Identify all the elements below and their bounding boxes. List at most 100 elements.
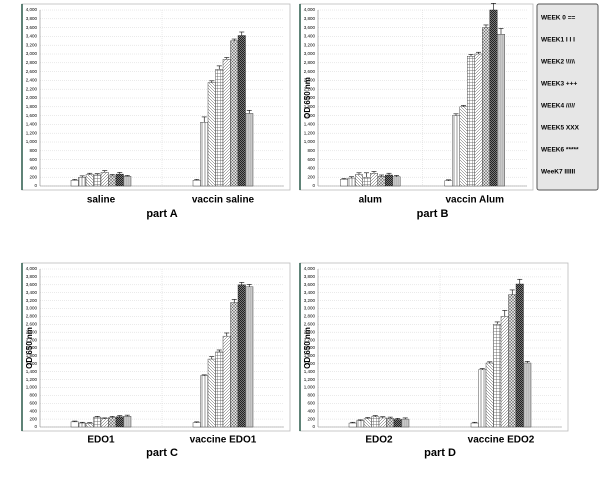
bar-hatch	[193, 422, 201, 427]
bar-hatch	[108, 175, 116, 186]
y-tick-label: 0	[34, 183, 37, 188]
bar-hatch	[123, 416, 131, 427]
legend-entry: WEEK4 /////	[541, 103, 575, 110]
y-tick-label: 1,400	[26, 369, 38, 374]
caption: part C	[146, 447, 178, 459]
bar-hatch	[482, 27, 490, 186]
bar-hatch	[444, 180, 453, 186]
bar-hatch	[86, 174, 94, 186]
bar-hatch	[377, 176, 386, 186]
bar-hatch	[223, 59, 231, 186]
caption: part B	[417, 208, 449, 220]
y-tick-label: 1,400	[304, 369, 316, 374]
y-tick-label: 3,600	[304, 282, 316, 287]
bar-hatch	[523, 363, 531, 427]
bar-hatch	[200, 375, 208, 427]
bar-hatch	[497, 34, 505, 187]
caption: part A	[146, 208, 177, 220]
y-tick-label: 3,600	[26, 25, 38, 30]
y-tick-label: 2,200	[26, 86, 38, 91]
y-tick-label: 1,000	[26, 139, 38, 144]
bar-hatch	[71, 180, 79, 186]
bar-hatch	[78, 423, 86, 427]
y-tick-label: 3,200	[304, 42, 316, 47]
y-tick-label: 3,000	[304, 51, 316, 56]
bar-hatch	[245, 113, 253, 186]
y-tick-label: 2,800	[26, 314, 38, 319]
category-label: vaccin Alum	[445, 195, 504, 206]
y-tick-label: 2,000	[304, 345, 316, 350]
y-tick-label: 2,800	[304, 314, 316, 319]
bar-hatch	[78, 177, 86, 186]
bar-hatch	[123, 176, 131, 186]
y-tick-label: 0	[34, 424, 37, 429]
y-tick-label: 2,800	[26, 60, 38, 65]
y-tick-label: 3,800	[304, 274, 316, 279]
bar-hatch	[371, 416, 379, 427]
y-tick-label: 2,600	[304, 69, 316, 74]
y-tick-label: 1,000	[26, 385, 38, 390]
bar-hatch	[452, 115, 460, 186]
y-tick-label: 2,000	[26, 95, 38, 100]
y-tick-label: 400	[307, 408, 315, 413]
y-axis-label: OD 650 nm	[303, 327, 312, 369]
category-label: saline	[87, 195, 116, 206]
y-tick-label: 3,400	[304, 34, 316, 39]
bar-hatch	[471, 423, 479, 427]
y-tick-label: 3,800	[26, 16, 38, 21]
y-tick-label: 400	[307, 166, 315, 171]
y-tick-label: 600	[29, 157, 37, 162]
y-tick-label: 200	[307, 416, 315, 421]
bar-hatch	[508, 294, 516, 427]
y-tick-label: 2,000	[304, 95, 316, 100]
y-tick-label: 3,600	[304, 25, 316, 30]
y-tick-label: 3,200	[26, 298, 38, 303]
bar-hatch	[86, 423, 94, 427]
bar-hatch	[238, 35, 246, 186]
bar-hatch	[193, 180, 201, 186]
bar-hatch	[501, 316, 509, 427]
bar-hatch	[493, 324, 501, 427]
bar-hatch	[386, 418, 394, 427]
y-tick-label: 1,600	[26, 113, 38, 118]
y-tick-label: 200	[29, 416, 37, 421]
y-tick-label: 3,800	[26, 274, 38, 279]
bar-hatch	[208, 82, 216, 186]
y-tick-label: 1,800	[26, 353, 38, 358]
y-tick-label: 0	[312, 183, 315, 188]
y-tick-label: 1,000	[304, 139, 316, 144]
bar-hatch	[200, 122, 208, 186]
y-tick-label: 4,000	[26, 7, 38, 12]
y-axis-label: OD 650 nm	[25, 327, 34, 369]
y-tick-label: 2,400	[304, 329, 316, 334]
y-tick-label: 2,400	[26, 329, 38, 334]
bar-hatch	[489, 10, 498, 186]
bar-hatch	[71, 421, 79, 427]
y-tick-label: 1,200	[304, 130, 316, 135]
y-tick-label: 3,400	[26, 290, 38, 295]
y-tick-label: 1,600	[304, 361, 316, 366]
bar-hatch	[459, 106, 468, 186]
y-tick-label: 1,200	[26, 377, 38, 382]
bar-hatch	[215, 69, 223, 186]
bar-hatch	[93, 175, 101, 186]
legend-box	[536, 3, 599, 191]
legend-entry: WeeK7 IIIIII	[541, 169, 575, 176]
y-tick-label: 4,000	[304, 7, 316, 12]
bar-hatch	[392, 176, 401, 186]
y-tick-label: 200	[307, 174, 315, 179]
y-tick-label: 1,400	[26, 122, 38, 127]
bar-hatch	[101, 418, 109, 427]
y-tick-label: 600	[307, 157, 315, 162]
y-tick-label: 4,000	[304, 266, 316, 271]
y-tick-label: 2,600	[26, 321, 38, 326]
y-tick-label: 3,200	[304, 298, 316, 303]
y-tick-label: 3,400	[304, 290, 316, 295]
y-tick-label: 800	[29, 393, 37, 398]
y-tick-label: 1,600	[26, 361, 38, 366]
y-tick-label: 1,200	[26, 130, 38, 135]
bar-hatch	[467, 56, 475, 187]
y-tick-label: 2,200	[26, 337, 38, 342]
bar-hatch	[362, 177, 371, 186]
bar-hatch	[116, 174, 124, 186]
